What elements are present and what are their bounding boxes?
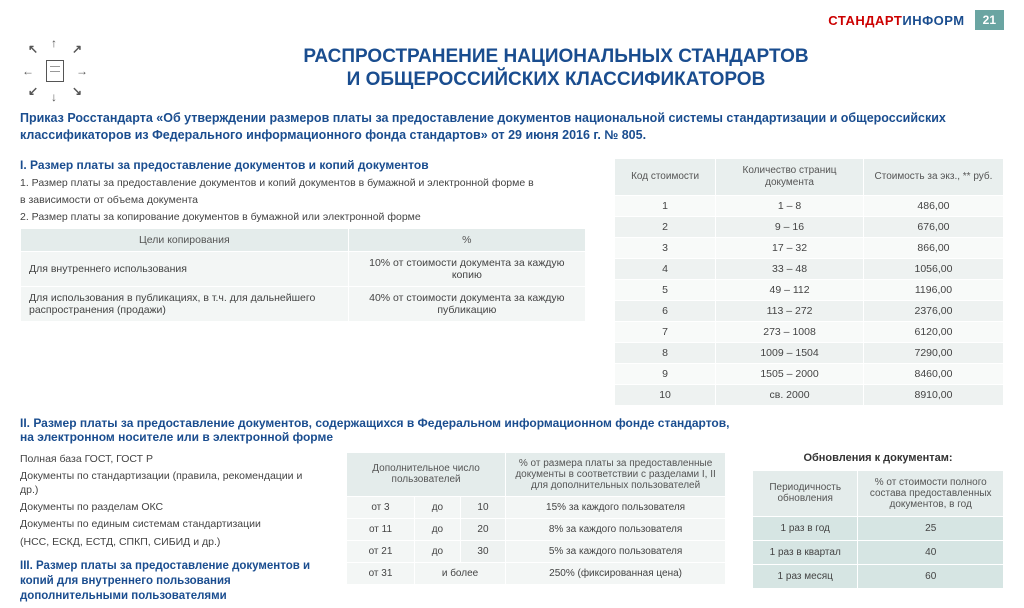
sec1-line2: в зависимости от объема документа <box>20 193 586 207</box>
page-title-2: И ОБЩЕРОССИЙСКИХ КЛАССИФИКАТОРОВ <box>108 69 1004 92</box>
copy-purposes-table: Цели копирования % Для внутреннего испол… <box>20 228 586 322</box>
section-3-heading: III. Размер платы за предоставление доку… <box>20 559 320 604</box>
pricing-table: Код стоимости Количество страниц докумен… <box>614 158 1004 406</box>
page-number: 21 <box>975 10 1004 30</box>
sec2-line-4: (НСС, ЕСКД, ЕСТД, СПКП, СИБИД и др.) <box>20 535 320 549</box>
order-text: Приказ Росстандарта «Об утверждении разм… <box>20 110 1004 144</box>
sec2-line-0: Полная база ГОСТ, ГОСТ Р <box>20 452 320 466</box>
distribution-icon: ↑↓ ←→ ↖↗ ↙↘ <box>20 34 90 104</box>
sec1-line1: 1. Размер платы за предоставление докуме… <box>20 176 586 190</box>
page-title-1: РАСПРОСТРАНЕНИЕ НАЦИОНАЛЬНЫХ СТАНДАРТОВ <box>108 46 1004 69</box>
sec2-line-2: Документы по разделам ОКС <box>20 500 320 514</box>
updates-title: Обновления к документам: <box>752 452 1004 464</box>
section-2-heading: II. Размер платы за предоставление докум… <box>20 416 740 444</box>
sec1-line3: 2. Размер платы за копирование документо… <box>20 210 586 224</box>
updates-table: Периодичность обновления % от стоимости … <box>752 470 1004 589</box>
sec2-line-3: Документы по единым системам стандартиза… <box>20 517 320 531</box>
section-1-heading: I. Размер платы за предоставление докуме… <box>20 158 586 172</box>
additional-users-table: Дополнительное число пользователей % от … <box>346 452 726 585</box>
sec2-line-1: Документы по стандартизации (правила, ре… <box>20 469 320 497</box>
brand-logo: СТАНДАРТИНФОРМ <box>828 13 964 28</box>
